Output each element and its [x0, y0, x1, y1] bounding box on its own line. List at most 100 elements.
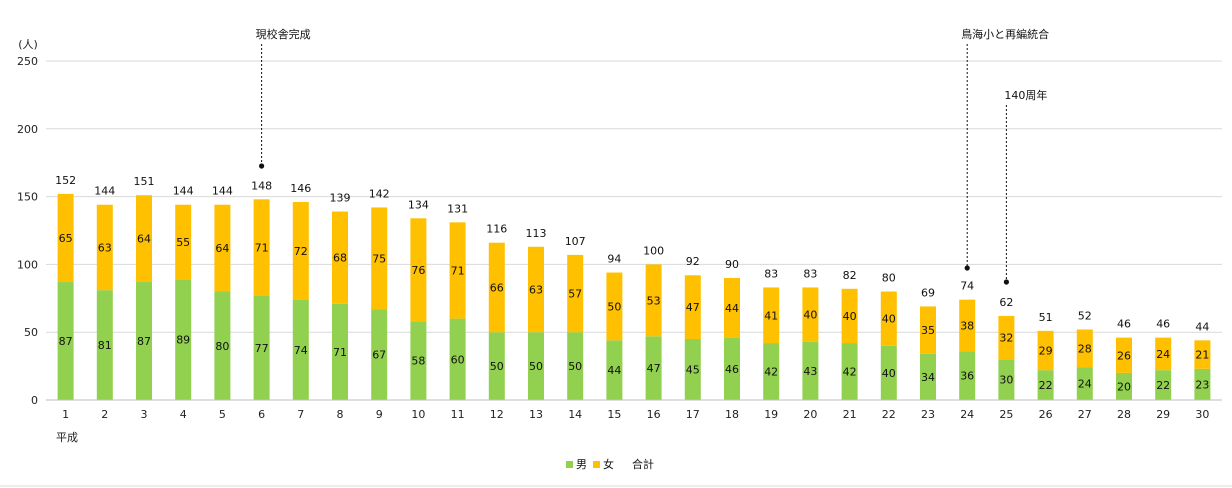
y-tick-label: 50: [24, 326, 38, 339]
bar-segment-male: [841, 343, 858, 400]
bar-segment-male: [763, 343, 780, 400]
y-axis: 0 50 100 150 200 250 (人): [17, 38, 38, 407]
bar-segment-female: [959, 299, 976, 352]
legend: 男 女 合計: [566, 457, 654, 471]
data-label-total: 152: [55, 174, 76, 187]
gridlines: [46, 60, 1222, 333]
data-label-female: 64: [215, 242, 229, 255]
data-label-male: 58: [411, 355, 425, 368]
bar-segment-male: [449, 318, 466, 400]
data-label-female: 40: [882, 313, 896, 326]
x-tick-label: 25: [999, 408, 1013, 421]
data-label-male: 42: [764, 366, 778, 379]
bar-segment-male: [175, 279, 192, 400]
bar-segment-male: [684, 338, 701, 400]
bar-segment-male: [880, 345, 897, 400]
data-label-male: 45: [686, 363, 700, 376]
bar-segment-female: [1194, 340, 1211, 369]
x-tick-label: 5: [219, 408, 226, 421]
data-label-male: 47: [647, 362, 661, 375]
data-label-female: 66: [490, 281, 504, 294]
data-label-female: 44: [725, 302, 739, 315]
data-label-female: 68: [333, 252, 347, 265]
data-label-male: 81: [98, 339, 112, 352]
data-label-male: 22: [1156, 379, 1170, 392]
data-label-total: 92: [686, 255, 700, 268]
bar-segment-male: [567, 332, 584, 400]
bar-segment-female: [528, 246, 544, 333]
data-label-male: 50: [529, 360, 543, 373]
data-label-female: 26: [1117, 349, 1131, 362]
data-label-female: 75: [372, 252, 386, 265]
x-tick-label: 1: [62, 408, 69, 421]
bar-segment-female: [96, 204, 113, 291]
bar-segment-female: [214, 204, 231, 292]
data-label-female: 55: [176, 236, 190, 249]
y-tick-label: 250: [17, 55, 38, 68]
bar-segment-female: [841, 288, 858, 344]
data-label-female: 40: [843, 310, 857, 323]
x-tick-label: 30: [1195, 408, 1209, 421]
data-label-total: 94: [607, 253, 621, 266]
x-tick-label: 23: [921, 408, 935, 421]
annotation-marker: [964, 265, 970, 271]
bar-segment-male: [920, 353, 936, 400]
data-label-male: 67: [372, 349, 386, 362]
bar-segment-male: [528, 332, 544, 400]
bar-segment-male: [57, 282, 74, 400]
data-label-male: 46: [725, 363, 739, 376]
x-tick-label: 4: [180, 408, 187, 421]
data-label-total: 116: [486, 223, 507, 236]
bar-segment-male: [802, 341, 819, 400]
bar-segment-male: [1194, 368, 1211, 400]
x-tick-label: 17: [686, 408, 700, 421]
bar-segment-male: [606, 340, 623, 400]
data-label-total: 46: [1156, 318, 1170, 331]
annotations: 現校舎完成 鳥海小と再編統合 140周年: [256, 27, 1049, 285]
data-label-total: 62: [999, 296, 1013, 309]
x-tick-label: 22: [882, 408, 896, 421]
data-label-female: 71: [451, 265, 465, 278]
x-tick-label: 21: [843, 408, 857, 421]
data-label-total: 83: [764, 267, 778, 280]
bar-segment-female: [1155, 337, 1172, 371]
bar-segment-female: [488, 242, 505, 333]
bar-segment-female: [645, 264, 662, 337]
data-label-male: 89: [176, 334, 190, 347]
legend-label-male: 男: [576, 458, 587, 471]
data-label-female: 63: [529, 283, 543, 296]
bar-segment-female: [449, 222, 466, 319]
data-label-male: 40: [882, 367, 896, 380]
data-label-male: 50: [490, 360, 504, 373]
annotation-marker: [259, 163, 265, 169]
data-label-male: 30: [999, 374, 1013, 387]
bar-segment-female: [410, 218, 427, 322]
bar-segment-male: [998, 359, 1015, 400]
bar-segment-male: [253, 295, 270, 400]
data-label-total: 69: [921, 286, 935, 299]
bar-segment-female: [998, 315, 1015, 360]
legend-label-female: 女: [603, 457, 614, 471]
x-tick-label: 28: [1117, 408, 1131, 421]
bar-segment-male: [724, 337, 740, 400]
data-label-male: 34: [921, 371, 935, 384]
bar-segment-male: [371, 309, 388, 400]
data-label-total: 90: [725, 258, 739, 271]
data-label-total: 142: [369, 187, 390, 200]
x-tick-label: 14: [568, 408, 582, 421]
data-label-total: 144: [212, 185, 233, 198]
x-tick-label: 11: [451, 408, 465, 421]
legend-swatch-female: [593, 461, 600, 468]
data-label-male: 50: [568, 360, 582, 373]
data-label-male: 74: [294, 344, 308, 357]
bar-segment-female: [802, 287, 819, 342]
data-label-total: 74: [960, 280, 974, 293]
data-label-male: 71: [333, 346, 347, 359]
data-label-female: 53: [647, 294, 661, 307]
bar-segment-female: [1037, 330, 1054, 371]
data-label-male: 80: [215, 340, 229, 353]
bar-segment-female: [253, 199, 270, 296]
data-label-total: 82: [843, 269, 857, 282]
